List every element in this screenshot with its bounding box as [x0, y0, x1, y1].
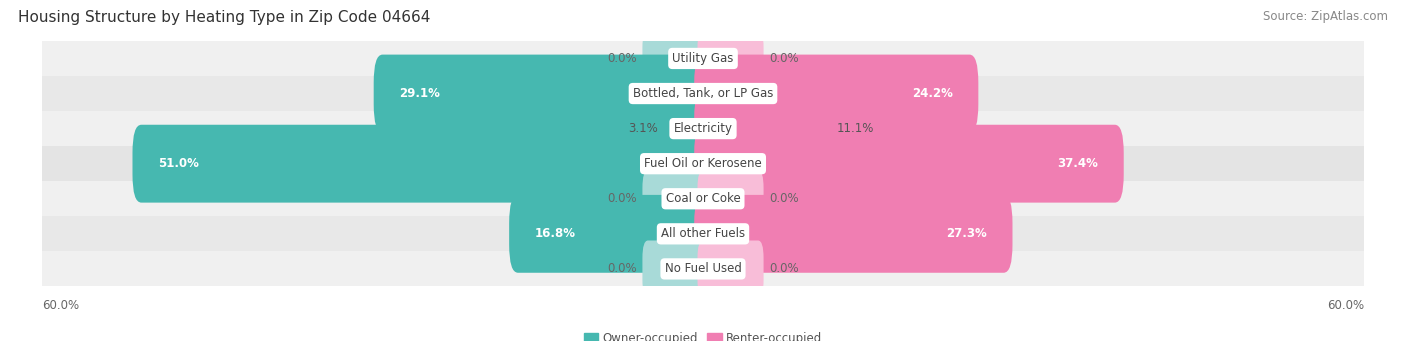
Text: 3.1%: 3.1%	[628, 122, 658, 135]
Text: Fuel Oil or Kerosene: Fuel Oil or Kerosene	[644, 157, 762, 170]
Text: 24.2%: 24.2%	[912, 87, 953, 100]
FancyBboxPatch shape	[695, 90, 834, 167]
FancyBboxPatch shape	[697, 30, 763, 87]
Text: Source: ZipAtlas.com: Source: ZipAtlas.com	[1263, 10, 1388, 23]
Text: 60.0%: 60.0%	[42, 299, 79, 312]
Text: Coal or Coke: Coal or Coke	[665, 192, 741, 205]
FancyBboxPatch shape	[42, 181, 1364, 216]
Text: Bottled, Tank, or LP Gas: Bottled, Tank, or LP Gas	[633, 87, 773, 100]
Text: 27.3%: 27.3%	[946, 227, 987, 240]
FancyBboxPatch shape	[697, 240, 763, 297]
FancyBboxPatch shape	[42, 216, 1364, 251]
Text: 0.0%: 0.0%	[769, 192, 799, 205]
Text: 51.0%: 51.0%	[157, 157, 198, 170]
Text: 11.1%: 11.1%	[837, 122, 873, 135]
Text: 0.0%: 0.0%	[607, 52, 637, 65]
Text: No Fuel Used: No Fuel Used	[665, 263, 741, 276]
Text: 60.0%: 60.0%	[1327, 299, 1364, 312]
FancyBboxPatch shape	[643, 30, 709, 87]
FancyBboxPatch shape	[374, 55, 711, 132]
Text: 0.0%: 0.0%	[607, 192, 637, 205]
FancyBboxPatch shape	[42, 251, 1364, 286]
FancyBboxPatch shape	[42, 76, 1364, 111]
FancyBboxPatch shape	[42, 111, 1364, 146]
FancyBboxPatch shape	[643, 170, 709, 227]
Text: 0.0%: 0.0%	[769, 52, 799, 65]
FancyBboxPatch shape	[659, 90, 711, 167]
Text: 29.1%: 29.1%	[399, 87, 440, 100]
Legend: Owner-occupied, Renter-occupied: Owner-occupied, Renter-occupied	[579, 327, 827, 341]
Text: Utility Gas: Utility Gas	[672, 52, 734, 65]
FancyBboxPatch shape	[697, 170, 763, 227]
FancyBboxPatch shape	[42, 41, 1364, 76]
FancyBboxPatch shape	[695, 55, 979, 132]
FancyBboxPatch shape	[695, 125, 1123, 203]
Text: 0.0%: 0.0%	[769, 263, 799, 276]
FancyBboxPatch shape	[643, 240, 709, 297]
FancyBboxPatch shape	[695, 195, 1012, 273]
FancyBboxPatch shape	[42, 146, 1364, 181]
FancyBboxPatch shape	[132, 125, 711, 203]
Text: 16.8%: 16.8%	[534, 227, 575, 240]
Text: 0.0%: 0.0%	[607, 263, 637, 276]
Text: All other Fuels: All other Fuels	[661, 227, 745, 240]
Text: 37.4%: 37.4%	[1057, 157, 1098, 170]
Text: Electricity: Electricity	[673, 122, 733, 135]
FancyBboxPatch shape	[509, 195, 711, 273]
Text: Housing Structure by Heating Type in Zip Code 04664: Housing Structure by Heating Type in Zip…	[18, 10, 430, 25]
